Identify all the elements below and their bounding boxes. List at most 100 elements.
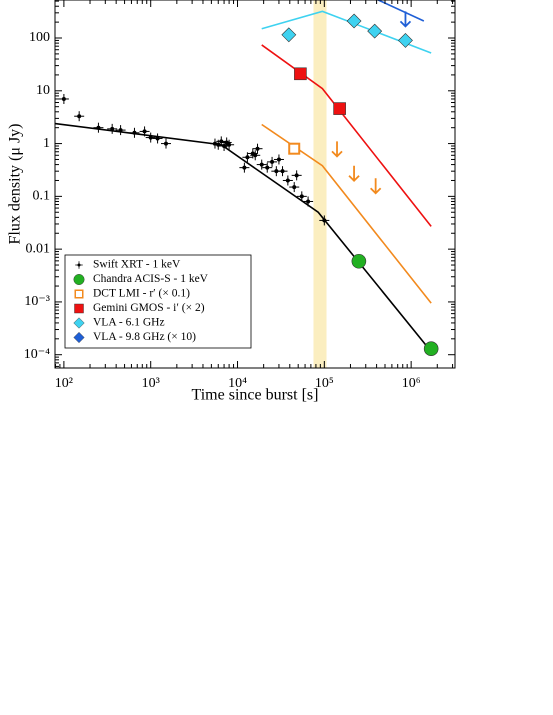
data-point <box>351 253 367 269</box>
y-tick-label: 0.01 <box>26 241 51 256</box>
x-tick-label: 10³ <box>142 376 160 391</box>
legend-box <box>64 254 252 349</box>
point-dot <box>265 165 270 170</box>
data-point <box>139 126 150 137</box>
y-tick-label: 100 <box>29 30 50 45</box>
point-dot <box>280 169 285 174</box>
data-point <box>73 331 85 344</box>
data-point <box>73 317 85 329</box>
data-point <box>262 162 273 173</box>
plot-frame <box>54 0 456 369</box>
legend-label: Gemini GMOS - i′ (× 2) <box>93 302 205 314</box>
point-dot <box>255 146 260 151</box>
data-point <box>291 170 302 181</box>
plot-area <box>55 0 439 368</box>
data-point <box>319 215 330 226</box>
data-point <box>250 150 261 161</box>
upper-limit <box>370 178 382 195</box>
data-point <box>288 142 301 155</box>
model-line <box>55 122 430 350</box>
point-dot <box>276 157 281 162</box>
data-point <box>296 191 307 202</box>
model-line <box>261 10 432 54</box>
legend-label: Swift XRT - 1 keV <box>93 259 181 271</box>
point-dot <box>306 199 311 204</box>
data-point <box>93 122 104 133</box>
y-tick-label: 10⁻³ <box>24 294 50 309</box>
x-tick-label: 10² <box>55 376 73 391</box>
data-point <box>74 289 84 299</box>
x-tick-label: 10⁵ <box>315 376 334 391</box>
model-line <box>261 123 432 304</box>
point-dot <box>299 194 304 199</box>
point-dot <box>110 126 115 131</box>
point-dot <box>61 96 66 101</box>
data-point <box>256 159 267 170</box>
data-point <box>282 175 293 186</box>
data-point <box>252 143 263 154</box>
y-axis-label: Flux density (μ Jy) <box>7 123 24 244</box>
data-point <box>145 132 156 143</box>
data-point <box>303 196 314 207</box>
x-tick-label: 10⁶ <box>402 376 421 391</box>
point-dot <box>77 114 82 119</box>
data-point <box>74 111 85 122</box>
data-point <box>367 23 383 39</box>
data-point <box>160 138 171 149</box>
legend-label: DCT LMI - r′ (× 0.1) <box>93 288 190 300</box>
legend-label: Chandra ACIS-S - 1 keV <box>93 273 209 285</box>
data-point <box>224 139 235 150</box>
data-point <box>273 154 284 165</box>
data-point <box>333 102 346 115</box>
data-point <box>58 93 69 104</box>
point-dot <box>227 142 232 147</box>
data-point <box>267 156 278 167</box>
point-dot <box>253 153 258 158</box>
data-point <box>239 162 250 173</box>
upper-limit <box>331 141 343 158</box>
data-point <box>221 137 232 148</box>
data-point <box>423 341 439 356</box>
point-dot <box>322 218 327 223</box>
point-dot <box>259 162 264 167</box>
x-tick-label: 10⁴ <box>228 376 247 391</box>
x-axis-label: Time since burst [s] <box>192 387 319 404</box>
data-point <box>277 166 288 177</box>
point-dot <box>285 178 290 183</box>
data-point <box>73 274 85 285</box>
data-point <box>75 261 83 269</box>
data-point <box>152 133 163 144</box>
y-tick-label: 1 <box>43 136 50 151</box>
point-dot <box>242 165 247 170</box>
point-dot <box>292 185 297 190</box>
point-dot <box>270 159 275 164</box>
legend-label: VLA - 6.1 GHz <box>93 317 165 329</box>
data-point <box>129 127 140 138</box>
point-dot <box>118 128 123 133</box>
y-tick-label: 0.1 <box>33 189 51 204</box>
point-dot <box>294 173 299 178</box>
model-line <box>376 0 425 22</box>
point-dot <box>274 169 279 174</box>
upper-limit <box>348 165 360 183</box>
highlight-band <box>313 0 327 368</box>
point-dot <box>148 135 153 140</box>
point-dot <box>245 155 250 160</box>
point-dot <box>155 136 160 141</box>
point-dot <box>163 141 168 146</box>
point-dot <box>77 263 81 267</box>
model-line <box>261 44 432 227</box>
data-point <box>107 123 118 134</box>
legend-label: VLA - 9.8 GHz (× 10) <box>93 331 196 343</box>
y-tick-label: 10 <box>36 83 50 98</box>
data-point <box>294 67 307 81</box>
upper-limit <box>399 11 412 28</box>
point-dot <box>132 130 137 135</box>
data-point <box>346 13 362 29</box>
data-point <box>398 33 413 48</box>
data-point <box>115 125 126 136</box>
data-point <box>289 182 300 193</box>
point-dot <box>96 125 101 130</box>
